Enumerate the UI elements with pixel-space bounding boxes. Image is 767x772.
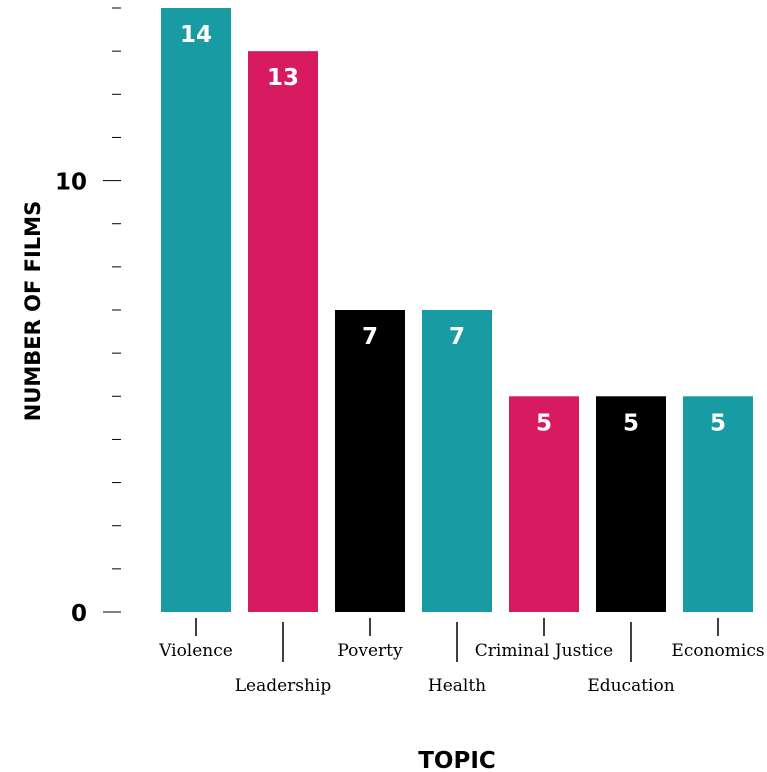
bar-criminal-justice bbox=[509, 396, 579, 612]
bar-value-label: 7 bbox=[362, 324, 378, 350]
bars-group: 14 13 7 7 5 5 5 bbox=[161, 8, 753, 612]
bar-leadership bbox=[248, 51, 318, 612]
bar-value-label: 7 bbox=[449, 324, 465, 350]
bar-economics bbox=[683, 396, 753, 612]
x-axis-title: TOPIC bbox=[418, 748, 496, 772]
bar-value-label: 5 bbox=[536, 410, 552, 436]
x-tick-label: Violence bbox=[158, 641, 233, 661]
bar-value-label: 5 bbox=[710, 410, 726, 436]
x-tick-label: Poverty bbox=[337, 641, 403, 661]
x-tick-label: Leadership bbox=[235, 676, 332, 696]
bar-poverty bbox=[335, 310, 405, 612]
y-tick-label: 10 bbox=[55, 170, 87, 196]
bar-violence bbox=[161, 8, 231, 612]
x-tick-label: Criminal Justice bbox=[475, 641, 613, 661]
bar-education bbox=[596, 396, 666, 612]
bar-health bbox=[422, 310, 492, 612]
bar-value-label: 14 bbox=[180, 22, 212, 48]
bar-value-label: 13 bbox=[267, 65, 299, 91]
x-tick-label: Education bbox=[587, 676, 674, 696]
x-tick-label: Economics bbox=[671, 641, 764, 661]
y-tick-label: 0 bbox=[71, 601, 87, 627]
y-axis: 0 10 bbox=[55, 7, 121, 627]
bar-value-label: 5 bbox=[623, 410, 639, 436]
y-axis-title: NUMBER OF FILMS bbox=[21, 201, 45, 421]
x-tick-label: Health bbox=[428, 676, 486, 696]
